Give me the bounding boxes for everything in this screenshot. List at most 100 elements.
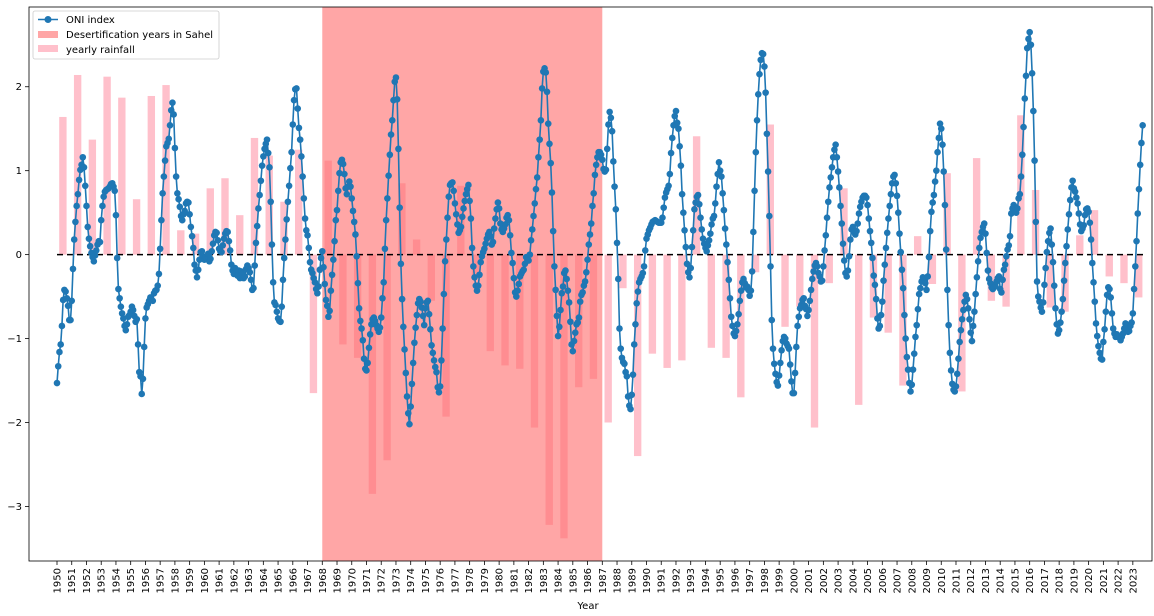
oni-point — [689, 226, 697, 234]
x-tick-label: 1998 — [760, 568, 771, 593]
oni-point — [904, 366, 912, 373]
oni-point — [586, 231, 594, 238]
oni-point — [1048, 241, 1056, 248]
rainfall-bar-1959 — [191, 233, 200, 255]
oni-point — [495, 205, 503, 212]
oni-point — [352, 231, 359, 238]
oni-point — [610, 158, 617, 165]
oni-point — [972, 290, 979, 298]
oni-point — [133, 315, 141, 323]
oni-point — [559, 283, 567, 290]
x-tick-label: 1950 — [53, 568, 64, 593]
oni-point — [440, 290, 448, 298]
oni-point — [53, 379, 61, 387]
rainfall-bar-1954 — [118, 97, 126, 255]
oni-point — [885, 215, 892, 222]
oni-point — [74, 190, 82, 198]
oni-point — [123, 320, 131, 328]
oni-point — [226, 247, 234, 254]
oni-point — [1089, 259, 1096, 267]
oni-point — [333, 206, 341, 214]
oni-point — [490, 225, 498, 232]
oni-point — [436, 383, 444, 390]
x-tick-label: 1962 — [229, 568, 240, 593]
oni-point — [667, 149, 675, 157]
oni-point — [289, 121, 297, 128]
oni-point — [349, 207, 357, 215]
oni-point — [548, 189, 556, 196]
oni-point — [720, 206, 728, 214]
oni-point — [63, 294, 71, 302]
oni-point — [284, 198, 292, 206]
oni-point — [225, 237, 233, 245]
oni-point — [477, 258, 485, 266]
oni-point — [406, 420, 413, 428]
oni-point — [309, 269, 316, 277]
oni-point — [823, 214, 831, 221]
oni-point — [864, 201, 871, 209]
oni-point — [207, 255, 214, 263]
oni-point — [899, 284, 907, 292]
oni-point — [688, 243, 696, 251]
x-tick-label: 2010 — [937, 568, 948, 593]
oni-point — [443, 236, 450, 243]
oni-point — [576, 298, 584, 305]
oni-point — [288, 148, 295, 156]
oni-point — [526, 251, 534, 258]
oni-point — [778, 347, 785, 354]
oni-point — [386, 151, 394, 159]
oni-point — [834, 168, 842, 175]
oni-point — [185, 199, 192, 206]
oni-point — [381, 245, 389, 253]
oni-point — [1132, 263, 1139, 270]
oni-point — [1019, 151, 1026, 159]
x-tick-label: 1995 — [716, 568, 727, 593]
oni-point — [612, 205, 620, 213]
x-tick-label: 1985 — [568, 568, 579, 593]
oni-point — [807, 286, 815, 294]
oni-point — [161, 157, 169, 164]
oni-point — [72, 218, 79, 226]
oni-point — [1071, 188, 1079, 195]
oni-point — [154, 282, 162, 289]
oni-point — [379, 294, 386, 302]
oni-point — [630, 341, 638, 348]
oni-point — [525, 257, 532, 264]
oni-point — [621, 360, 628, 368]
oni-point — [408, 380, 416, 388]
oni-point — [193, 273, 201, 281]
oni-point — [853, 227, 860, 235]
oni-point — [57, 341, 64, 348]
oni-point — [165, 135, 173, 143]
oni-point — [58, 322, 66, 330]
oni-point — [412, 324, 419, 331]
oni-point — [140, 343, 148, 351]
x-tick-label: 1977 — [450, 568, 461, 593]
oni-point — [422, 305, 429, 312]
oni-point — [551, 263, 558, 270]
x-tick-label: 1992 — [671, 568, 682, 593]
x-tick-label: 1958 — [170, 568, 181, 593]
x-tick-label: 2012 — [966, 568, 977, 593]
x-tick-label: 1974 — [406, 568, 417, 593]
oni-point — [471, 273, 478, 281]
oni-point — [266, 164, 273, 171]
oni-point — [100, 193, 107, 200]
oni-point — [928, 208, 935, 216]
rainfall-bar-2021 — [1105, 254, 1113, 277]
oni-point — [220, 235, 228, 242]
x-tick-label: 1969 — [333, 568, 344, 593]
oni-point — [794, 322, 801, 330]
rainfall-bar-1951 — [73, 74, 82, 255]
rainfall-bar-1994 — [707, 254, 716, 348]
oni-point — [597, 151, 605, 159]
oni-point — [461, 197, 469, 205]
rainfall-bar-2017 — [1046, 254, 1054, 308]
y-tick-label: 0 — [16, 250, 22, 261]
oni-point — [785, 345, 793, 352]
oni-point — [213, 229, 220, 237]
oni-point — [657, 219, 665, 227]
oni-point — [641, 247, 649, 254]
x-tick-label: 1990 — [642, 568, 653, 593]
oni-point — [583, 268, 590, 276]
